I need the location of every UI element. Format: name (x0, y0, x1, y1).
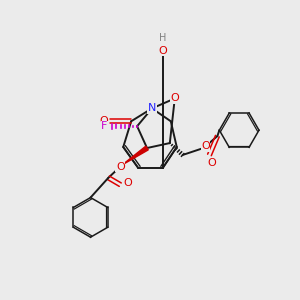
Text: O: O (170, 94, 179, 103)
Text: N: N (148, 103, 156, 113)
Text: F: F (101, 121, 108, 131)
Text: O: O (99, 116, 108, 126)
Text: O: O (207, 158, 216, 168)
Text: H: H (159, 33, 167, 43)
Text: O: O (124, 178, 133, 188)
Polygon shape (122, 146, 148, 165)
Text: O: O (116, 162, 125, 172)
Text: O: O (158, 46, 167, 56)
Text: O: O (201, 141, 210, 151)
